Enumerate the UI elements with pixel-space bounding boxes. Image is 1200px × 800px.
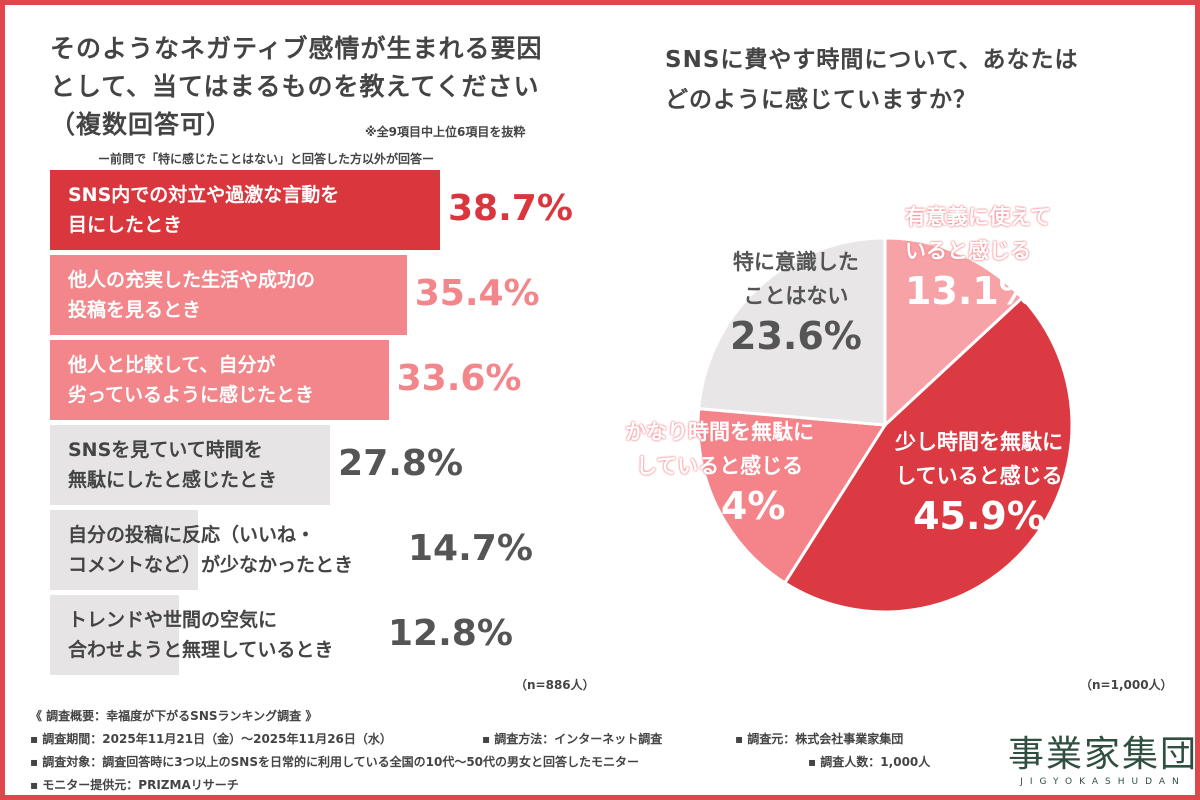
bar-label-line: 他人の充実した生活や成功の	[68, 269, 316, 291]
bar-label-line: 自分の投稿に反応（いいね・	[68, 524, 316, 546]
pie-label: かなり時間を無駄に していると感じる 17.4%	[625, 415, 814, 529]
sample-size-right: （n=1,000人）	[1080, 678, 1173, 692]
bar-label: 他人と比較して、自分が劣っているように感じたとき	[68, 350, 314, 410]
title-line: そのようなネガティブ感情が生まれる要因	[50, 34, 543, 63]
survey-period: ▪ 調査期間：2025年11月21日（金）～2025年11月26日（水）	[30, 732, 392, 746]
bar	[50, 255, 407, 335]
bar	[50, 510, 199, 590]
bar-label-line: SNSを見ていて時間を	[68, 439, 263, 461]
bar-label-line: 無駄にしたと感じたとき	[68, 469, 278, 491]
pie-label-line: していると感じる	[635, 454, 804, 478]
logo-kanji: 事業家集団	[1008, 734, 1199, 775]
pie-label: 特に意識した ことはない 23.6%	[730, 245, 862, 359]
bar-label-line: 劣っているように感じたとき	[68, 384, 315, 406]
pie-value-label: 45.9%	[913, 494, 1045, 538]
subnote: ー前問で「特に感じたことはない」と回答した方以外が回答ー	[98, 152, 435, 166]
pie-slice	[696, 406, 888, 585]
survey-source: ▪ 調査元：株式会社事業家集団	[735, 732, 904, 746]
bar-value-label: 33.6%	[396, 358, 522, 399]
bar-label: SNS内での対立や過激な言動を 目にしたとき	[68, 180, 339, 240]
bar-value-label: 14.7%	[408, 528, 533, 569]
survey-target: ▪ 調査対象：調査回答時に3つ以上のSNSを日常的に利用している全国の10代～5…	[30, 755, 640, 769]
bar-label-line: 目にしたとき	[68, 214, 183, 236]
bar-value-label: 27.8%	[338, 443, 464, 484]
title-line: どのように感じていますか？	[665, 87, 977, 113]
sample-size-left: （n=886人）	[515, 678, 595, 692]
pie-label-line: 特に意識した	[732, 250, 859, 274]
pie-label-line: かなり時間を無駄に	[625, 420, 814, 444]
pie-label-line: ことはない	[743, 284, 849, 308]
bar	[50, 340, 389, 420]
pie-slice	[883, 236, 1025, 429]
pie-slice	[697, 236, 887, 427]
bar	[50, 595, 179, 675]
logo-roman: JIGYOKASHUDAN	[1020, 777, 1186, 787]
pie-label-line: 有意義に使えて	[905, 205, 1051, 229]
pie-slice	[782, 295, 1074, 614]
bar	[50, 170, 440, 250]
bar-label: 他人の充実した生活や成功の 投稿を見るとき	[68, 265, 315, 325]
pie-value-label: 13.1%	[905, 269, 1037, 313]
company-logo: 事業家集団 JIGYOKASHUDAN	[1008, 725, 1198, 787]
note: ※全9項目中上位6項目を抜粋	[365, 125, 526, 139]
bar	[50, 425, 331, 505]
pie-label-line: していると感じる	[895, 464, 1063, 488]
survey-method: ▪ 調査方法：インターネット調査	[482, 732, 663, 746]
title-line: として、当てはまるものを教えてください	[50, 72, 540, 101]
pie-label-line: いると感じる	[905, 239, 1031, 263]
title-line: SNSに費やす時間について、あなたは	[665, 47, 1079, 73]
bar-label-line: SNS内での対立や過激な言動を	[68, 184, 340, 206]
bar-value-label: 12.8%	[388, 613, 513, 654]
bar-label: SNSを見ていて時間を 無駄にしたと感じたとき	[68, 435, 277, 495]
left-chart-title: そのようなネガティブ感情が生まれる要因 として、当てはまるものを教えてください …	[50, 30, 543, 144]
survey-count: ▪ 調査人数：1,000人	[808, 755, 931, 769]
pie-value-label: 23.6%	[730, 314, 862, 358]
pie-label: 少し時間を無駄に していると感じる 45.9%	[895, 425, 1063, 539]
pie-label: 有意義に使えて いると感じる 13.1%	[905, 200, 1051, 314]
title-line: （複数回答可）	[50, 110, 233, 139]
survey-title: 《 調査概要：幸福度が下がるSNSランキング調査 》	[30, 709, 318, 723]
bar-label: 自分の投稿に反応（いいね・コメントなど）が少なかったとき	[68, 520, 353, 580]
bar-value-label: 35.4%	[414, 273, 540, 314]
pie-label-line: 少し時間を無駄に	[895, 430, 1063, 454]
bar-label-line: 他人と比較して、自分が	[68, 354, 276, 376]
pie-value-label: 17.4%	[653, 484, 786, 528]
survey-provider: ▪ モニター提供元：PRIZMAリサーチ	[30, 778, 239, 792]
bar-value-label: 38.7%	[448, 188, 573, 229]
bar-label-line: トレンドや世間の空気に	[68, 609, 278, 631]
bar-label-line: コメントなど）が少なかったとき	[68, 554, 354, 576]
bar-label-line: 投稿を見るとき	[68, 299, 202, 321]
right-chart-title: SNSに費やす時間について、あなたは どのように感じていますか？	[665, 40, 1079, 120]
bar-label-line: 合わせようと無理しているとき	[68, 639, 334, 661]
bar-label: トレンドや世間の空気に合わせようと無理しているとき	[68, 605, 333, 665]
